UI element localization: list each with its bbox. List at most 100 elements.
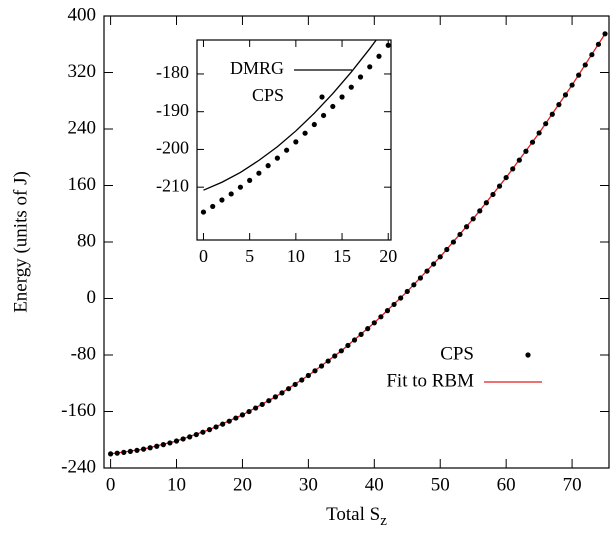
data-point [284,147,290,153]
data-point [167,440,173,446]
legend-label: CPS [252,85,284,105]
x-tick-label: 70 [563,474,582,495]
data-point [496,183,503,189]
data-point [147,445,153,451]
data-point [318,363,325,369]
y-tick-label: -160 [61,400,96,421]
data-point [470,216,476,222]
x-tick-label: 10 [167,474,186,495]
data-point [311,121,317,128]
y-axis-label: Energy (units of J) [10,171,31,313]
data-point [210,203,216,210]
legend-label: Fit to RBM [386,370,474,391]
data-point [338,348,344,354]
x-tick-label: 40 [365,474,384,495]
data-point [516,157,522,163]
data-point [325,358,331,364]
data-point [237,184,244,190]
series-line [203,40,378,191]
x-tick-label: 30 [299,474,318,495]
data-point [582,62,588,68]
data-point [266,398,272,404]
data-point [424,268,430,274]
data-point [302,130,308,136]
y-tick-label: 400 [68,4,97,25]
data-point [457,231,463,238]
data-point [358,331,364,337]
x-tick-label: 0 [199,246,208,266]
data-point [332,353,338,359]
legend-label: CPS [440,343,474,364]
data-point [312,368,318,374]
y-tick-label: -180 [156,62,189,82]
data-point [523,148,529,154]
data-point [154,443,160,449]
data-point [529,139,536,145]
data-point [265,163,271,169]
data-point [562,92,569,98]
data-point [339,94,345,100]
data-point [398,295,404,301]
x-tick-label: 60 [497,474,516,495]
data-point [180,436,186,442]
series-layer [200,40,391,215]
data-point [213,424,219,430]
x-tick-label: 20 [379,246,397,266]
plot-frame [196,39,392,241]
legend-swatch [525,352,531,358]
data-point [351,337,358,343]
data-point [226,418,232,424]
x-tick-label: 20 [233,474,252,495]
data-point [536,130,542,136]
data-point [299,377,305,383]
data-point [247,177,253,183]
y-tick-label: -240 [61,456,96,477]
data-point [357,74,364,80]
x-axis-label-main: Total S [326,504,380,525]
data-point [305,372,311,379]
data-point [160,442,166,448]
data-point [253,405,259,411]
data-point [431,261,437,267]
y-tick-label: -80 [71,343,96,364]
data-point [279,390,285,396]
data-point [376,53,382,59]
x-tick-label: 10 [287,246,305,266]
data-point [272,394,279,400]
data-point [193,431,199,438]
data-point [233,415,239,421]
inset-plot: 0 5 10 15 20 -210 -200 -190 -180 DMRG CPS [156,39,397,266]
data-point [127,448,133,455]
data-point [134,447,140,453]
data-point [490,191,496,198]
y-tick-label: -210 [156,175,189,195]
data-point [107,451,114,457]
data-point [384,308,391,314]
x-axis-label: Total Sz [326,504,387,529]
data-point [320,112,327,119]
data-point [437,254,443,260]
data-point [569,82,575,88]
x-tick-label: 15 [333,246,351,266]
x-tick-label: 5 [245,246,254,266]
data-point [543,121,549,127]
data-point [417,275,424,281]
legend-label: DMRG [230,58,284,78]
data-point [219,197,225,203]
y-tick-label: -190 [156,100,189,120]
data-point [285,386,292,392]
data-point [444,246,450,253]
data-point [114,450,120,456]
data-point [602,31,608,37]
data-point [450,239,457,245]
data-point [345,342,351,349]
data-point [246,408,252,415]
data-point [549,111,555,117]
data-point [348,84,354,90]
data-point [367,64,373,70]
data-point [173,438,180,444]
data-point [595,41,602,47]
data-point [391,301,397,308]
